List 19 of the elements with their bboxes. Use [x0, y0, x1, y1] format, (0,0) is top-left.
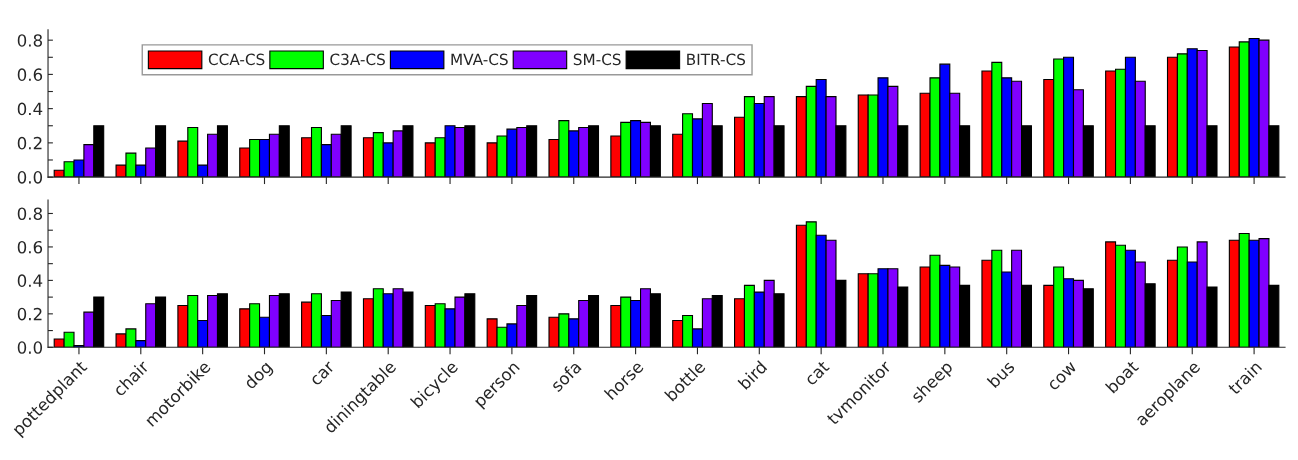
x-tick-label: dog	[242, 360, 275, 393]
legend-label: C3A-CS	[330, 53, 385, 66]
y-tick-label: 0.0	[17, 341, 43, 354]
y-tick-label: 0.4	[17, 102, 43, 116]
legend-label: CCA-CS	[208, 53, 265, 66]
y-tick-label: 0.4	[17, 274, 43, 287]
x-tick-label: cow	[1048, 361, 1078, 391]
legend-label: BITR-CS	[687, 53, 746, 66]
y-tick-label: 0.8	[17, 34, 43, 47]
y-tick-label: 0.6	[17, 240, 43, 254]
y-tick-label: 0.8	[17, 207, 43, 221]
legend-label: SM-CS	[573, 53, 621, 66]
y-tick-label: 0.0	[17, 171, 43, 184]
legend-label: MVA-CS	[451, 53, 508, 66]
y-tick-label: 0.2	[17, 136, 42, 150]
y-tick-label: 0.6	[17, 68, 43, 81]
x-tick-label: sofa	[549, 360, 582, 393]
x-tick-label: bus	[986, 359, 1016, 389]
y-tick-label: 0.2	[17, 307, 42, 321]
